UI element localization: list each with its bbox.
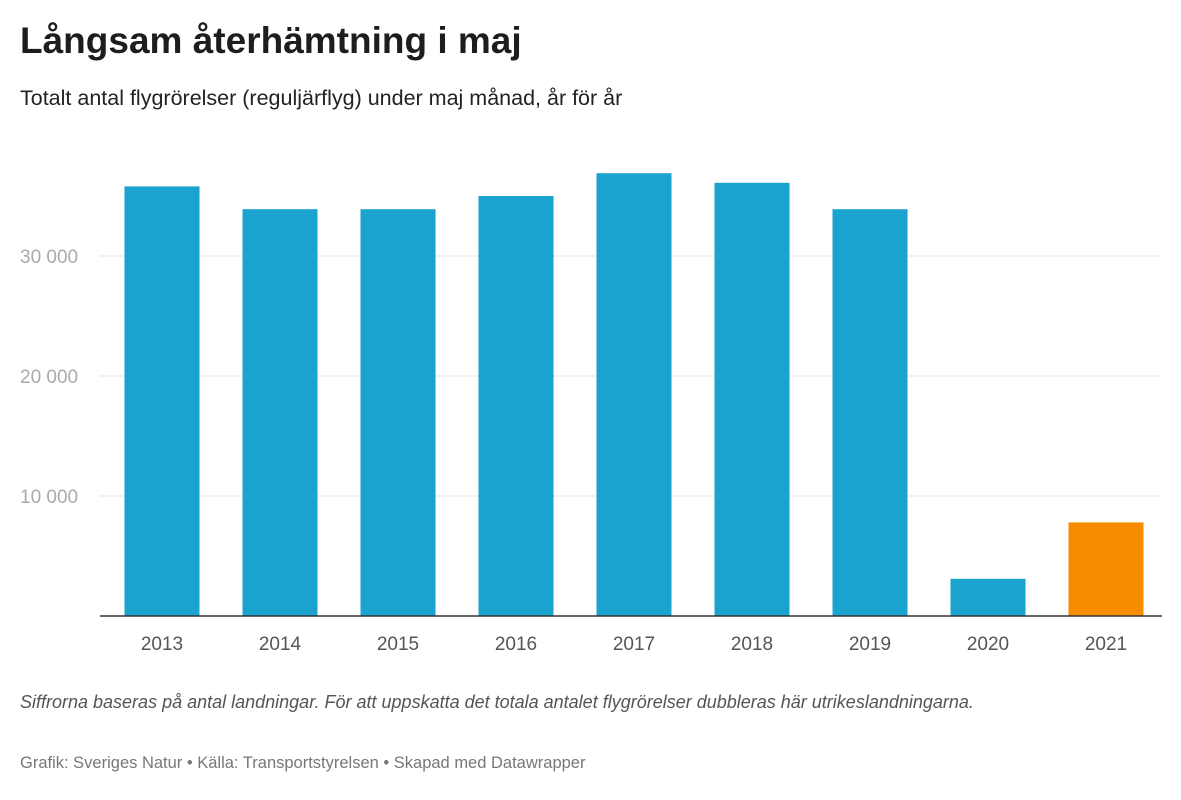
bar-2018 <box>714 182 790 617</box>
x-tick-label: 2016 <box>495 634 537 655</box>
bar-2021 <box>1068 522 1144 616</box>
chart-note: Siffrorna baseras på antal landningar. F… <box>20 692 974 712</box>
chart-title: Långsam återhämtning i maj <box>20 20 522 61</box>
bar-2013 <box>124 186 200 616</box>
y-tick-label: 20 000 <box>20 367 78 388</box>
y-tick-label: 10 000 <box>20 487 78 508</box>
x-tick-label: 2014 <box>259 634 302 655</box>
bar-chart: 10 000 20 000 30 000 2013 2014 2015 2016 2017 20… <box>20 173 1162 655</box>
bar-2016 <box>478 196 554 616</box>
x-tick-label: 2017 <box>613 634 655 655</box>
chart-credits: Grafik: Sveriges Natur • Källa: Transpor… <box>20 754 586 772</box>
x-tick-label: 2021 <box>1085 634 1127 655</box>
bar-2014 <box>242 209 318 616</box>
bar-2015 <box>360 209 436 616</box>
x-tick-label: 2015 <box>377 634 419 655</box>
bar-2017 <box>596 173 672 616</box>
x-tick-label: 2020 <box>967 634 1009 655</box>
x-tick-label: 2018 <box>731 634 773 655</box>
x-tick-label: 2013 <box>141 634 183 655</box>
y-tick-label: 30 000 <box>20 247 78 268</box>
chart-subtitle: Totalt antal flygrörelser (reguljärflyg)… <box>20 86 623 110</box>
bar-2019 <box>832 209 908 616</box>
bar-2020 <box>950 578 1026 616</box>
x-tick-label: 2019 <box>849 634 891 655</box>
